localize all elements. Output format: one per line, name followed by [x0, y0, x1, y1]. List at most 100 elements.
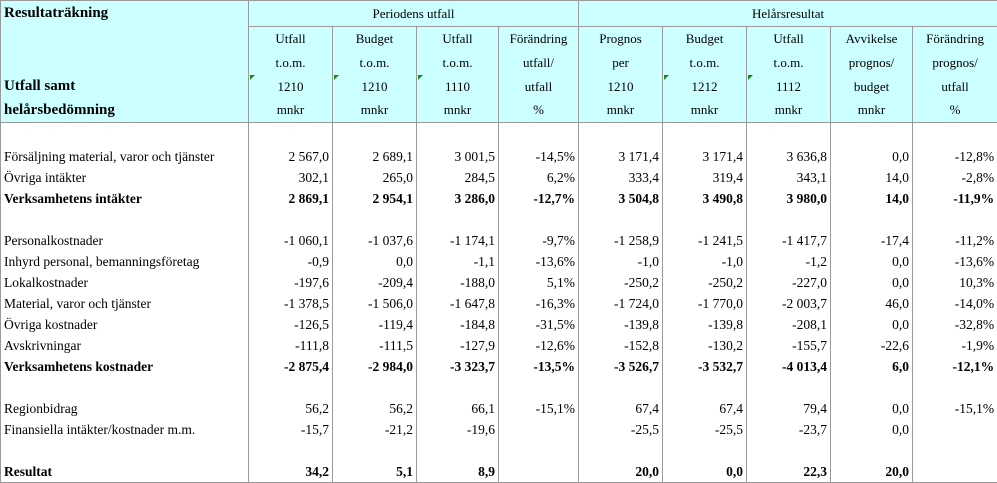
empty-cell — [249, 123, 333, 147]
subtitle-line2: helårsbedömning — [1, 99, 249, 123]
value-cell: 14,0 — [831, 168, 913, 189]
empty-cell — [417, 441, 499, 462]
value-cell: 20,0 — [831, 462, 913, 483]
column-header-line2: utfall/ — [499, 51, 579, 75]
row-label: Inhyrd personal, bemanningsföretag — [1, 252, 249, 273]
empty-cell — [913, 378, 997, 399]
value-cell: 5,1% — [499, 273, 579, 294]
table-row: Verksamhetens kostnader-2 875,4-2 984,0-… — [1, 357, 997, 378]
empty-cell — [831, 210, 913, 231]
row-label: Försäljning material, varor och tjänster — [1, 147, 249, 168]
column-header-line2: prognos/ — [831, 51, 913, 75]
empty-cell — [249, 441, 333, 462]
column-header-line1: Prognos — [579, 27, 663, 51]
column-header-line3: 1212 — [663, 75, 747, 99]
value-cell: -11,2% — [913, 231, 997, 252]
column-header-line3: 1110 — [417, 75, 499, 99]
row-label: Verksamhetens kostnader — [1, 357, 249, 378]
table-row: Försäljning material, varor och tjänster… — [1, 147, 997, 168]
column-header-line2: prognos/ — [913, 51, 997, 75]
value-cell: -3 323,7 — [417, 357, 499, 378]
value-cell: -126,5 — [249, 315, 333, 336]
column-header-line1: Budget — [663, 27, 747, 51]
value-cell: -13,6% — [499, 252, 579, 273]
value-cell: 3 636,8 — [747, 147, 831, 168]
value-cell: 265,0 — [333, 168, 417, 189]
value-cell: -1,1 — [417, 252, 499, 273]
value-cell: -1 647,8 — [417, 294, 499, 315]
value-cell: -209,4 — [333, 273, 417, 294]
value-cell: 22,3 — [747, 462, 831, 483]
value-cell: 8,9 — [417, 462, 499, 483]
value-cell: 3 001,5 — [417, 147, 499, 168]
column-header-line1: Budget — [333, 27, 417, 51]
empty-cell — [663, 378, 747, 399]
column-header-line1: Utfall — [747, 27, 831, 51]
value-cell: -111,5 — [333, 336, 417, 357]
value-cell: 3 286,0 — [417, 189, 499, 210]
empty-cell — [417, 123, 499, 147]
blank-row — [1, 441, 997, 462]
value-cell: 6,2% — [499, 168, 579, 189]
value-cell: 34,2 — [249, 462, 333, 483]
value-cell: -1 506,0 — [333, 294, 417, 315]
value-cell: -2 984,0 — [333, 357, 417, 378]
value-cell: -12,1% — [913, 357, 997, 378]
value-cell: 56,2 — [333, 399, 417, 420]
value-cell — [499, 420, 579, 441]
value-cell: 333,4 — [579, 168, 663, 189]
value-cell: -127,9 — [417, 336, 499, 357]
value-cell: -9,7% — [499, 231, 579, 252]
empty-cell — [1, 210, 249, 231]
value-cell: 5,1 — [333, 462, 417, 483]
value-cell: -25,5 — [663, 420, 747, 441]
value-cell: -16,3% — [499, 294, 579, 315]
value-cell: -1,9% — [913, 336, 997, 357]
column-header-line4: mnkr — [747, 99, 831, 123]
value-cell: -25,5 — [579, 420, 663, 441]
row-label: Resultat — [1, 462, 249, 483]
column-header-line1: Förändring — [499, 27, 579, 51]
empty-cell — [333, 441, 417, 462]
value-cell — [913, 420, 997, 441]
value-cell: -3 532,7 — [663, 357, 747, 378]
value-cell: 14,0 — [831, 189, 913, 210]
group-header-period: Periodens utfall — [249, 1, 579, 27]
empty-cell — [663, 210, 747, 231]
empty-cell — [831, 378, 913, 399]
row-label: Avskrivningar — [1, 336, 249, 357]
value-cell: -14,0% — [913, 294, 997, 315]
empty-cell — [913, 210, 997, 231]
value-cell: 3 171,4 — [579, 147, 663, 168]
value-cell: -2,8% — [913, 168, 997, 189]
value-cell: 66,1 — [417, 399, 499, 420]
row-label: Övriga intäkter — [1, 168, 249, 189]
value-cell: -19,6 — [417, 420, 499, 441]
value-cell: -4 013,4 — [747, 357, 831, 378]
value-cell: 3 504,8 — [579, 189, 663, 210]
empty-cell — [1, 123, 249, 147]
column-header-line4: mnkr — [663, 99, 747, 123]
empty-cell — [913, 123, 997, 147]
column-header-line4: mnkr — [831, 99, 913, 123]
value-cell: -1,2 — [747, 252, 831, 273]
column-header-line3: 1210 — [249, 75, 333, 99]
column-header-line3: 1210 — [333, 75, 417, 99]
value-cell: 0,0 — [831, 315, 913, 336]
value-cell: 319,4 — [663, 168, 747, 189]
value-cell: -1,0 — [579, 252, 663, 273]
value-cell: -0,9 — [249, 252, 333, 273]
value-cell: -32,8% — [913, 315, 997, 336]
empty-cell — [663, 123, 747, 147]
value-cell: -208,1 — [747, 315, 831, 336]
row-label: Lokalkostnader — [1, 273, 249, 294]
value-cell: 3 171,4 — [663, 147, 747, 168]
value-cell: 2 869,1 — [249, 189, 333, 210]
empty-cell — [249, 210, 333, 231]
value-cell: -2 875,4 — [249, 357, 333, 378]
column-header-line3: utfall — [499, 75, 579, 99]
